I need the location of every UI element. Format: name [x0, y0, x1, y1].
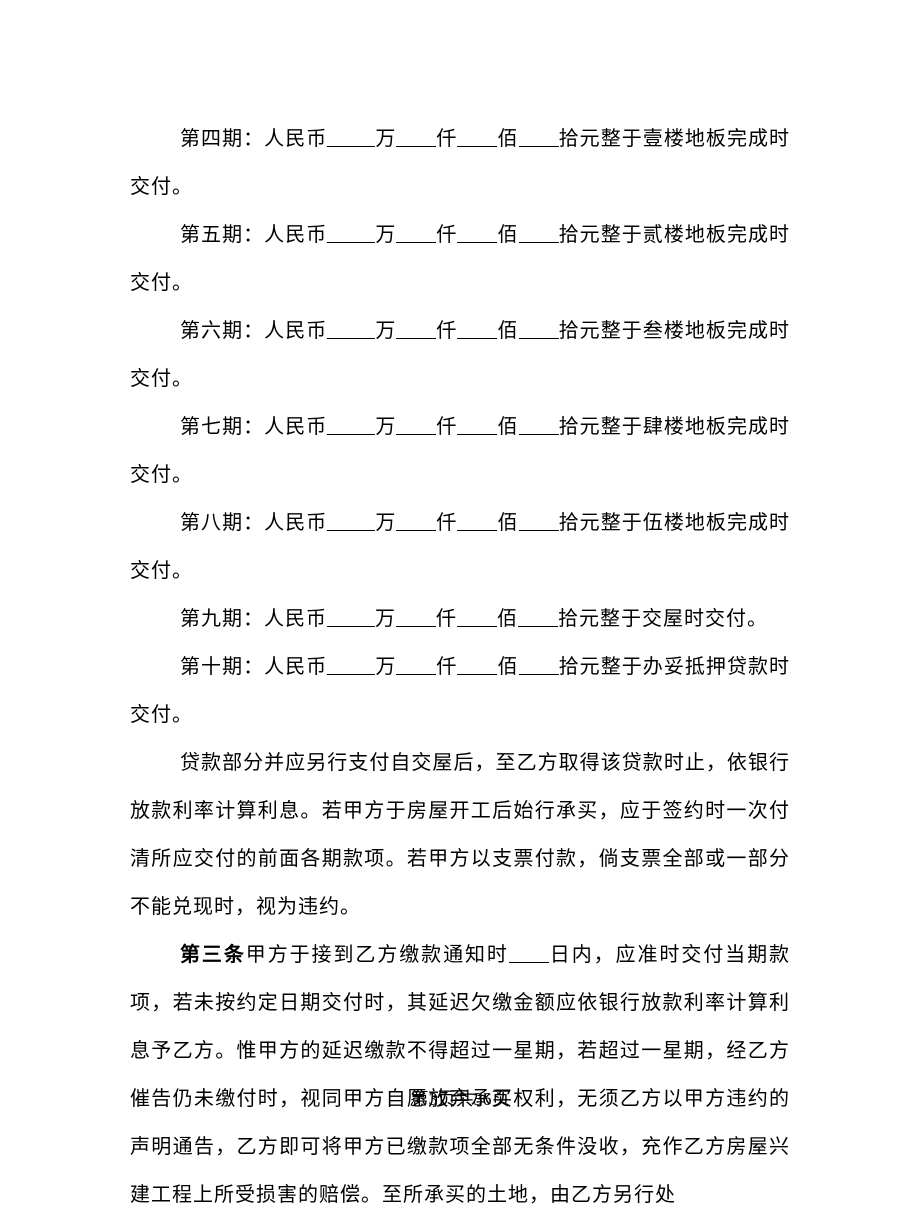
blank-wan	[327, 125, 375, 147]
unit-bai: 佰	[497, 320, 518, 342]
unit-qian: 仟	[436, 128, 457, 150]
unit-qian: 仟	[436, 608, 457, 630]
period-text: 第七期：人民币	[180, 416, 327, 438]
blank-qian	[396, 653, 436, 675]
payment-7: 第七期：人民币万仟佰拾元整于肆楼地板完成时交付。	[130, 403, 790, 499]
unit-qian: 仟	[436, 416, 457, 438]
unit-wan: 万	[375, 512, 396, 534]
blank-bai	[457, 653, 497, 675]
blank-qian	[396, 413, 436, 435]
unit-qian: 仟	[436, 320, 457, 342]
period-text: 第五期：人民币	[180, 224, 327, 246]
unit-wan: 万	[375, 224, 396, 246]
page-content: 第四期：人民币万仟佰拾元整于壹楼地板完成时交付。 第五期：人民币万仟佰拾元整于贰…	[0, 0, 920, 1219]
unit-bai: 佰	[497, 224, 518, 246]
page-footer: 第3页共36页	[0, 1085, 920, 1111]
blank-wan	[327, 653, 375, 675]
unit-wan: 万	[375, 320, 396, 342]
period-text: 第八期：人民币	[180, 512, 327, 534]
unit-wan: 万	[375, 608, 396, 630]
blank-wan	[327, 413, 375, 435]
blank-shi	[519, 317, 559, 339]
article-3: 第三条甲方于接到乙方缴款通知时日内，应准时交付当期款项，若未按约定日期交付时，其…	[130, 931, 790, 1219]
unit-qian: 仟	[436, 224, 457, 246]
blank-bai	[457, 317, 497, 339]
payment-6: 第六期：人民币万仟佰拾元整于叁楼地板完成时交付。	[130, 307, 790, 403]
blank-qian	[396, 221, 436, 243]
blank-wan	[327, 605, 375, 627]
blank-bai	[457, 509, 497, 531]
suffix-text: 拾元整于交屋时交付。	[558, 608, 768, 630]
blank-qian	[396, 509, 436, 531]
blank-bai	[457, 125, 497, 147]
blank-wan	[327, 317, 375, 339]
unit-wan: 万	[375, 416, 396, 438]
payment-5: 第五期：人民币万仟佰拾元整于贰楼地板完成时交付。	[130, 211, 790, 307]
blank-shi	[519, 509, 559, 531]
blank-shi	[518, 605, 558, 627]
article-3-part1: 甲方于接到乙方缴款通知时	[246, 944, 509, 966]
period-text: 第六期：人民币	[180, 320, 327, 342]
unit-bai: 佰	[497, 656, 518, 678]
blank-wan	[327, 509, 375, 531]
blank-wan	[327, 221, 375, 243]
unit-bai: 佰	[497, 416, 518, 438]
blank-days	[509, 941, 549, 963]
blank-shi	[519, 653, 559, 675]
unit-bai: 佰	[497, 608, 518, 630]
blank-qian	[396, 317, 436, 339]
payment-4: 第四期：人民币万仟佰拾元整于壹楼地板完成时交付。	[130, 115, 790, 211]
period-text: 第四期：人民币	[180, 128, 327, 150]
payment-9: 第九期：人民币 万 仟 佰 拾元整于交屋时交付。	[130, 595, 790, 643]
blank-bai	[457, 605, 497, 627]
unit-qian: 仟	[436, 512, 457, 534]
blank-qian	[396, 125, 436, 147]
unit-wan: 万	[375, 656, 396, 678]
article-3-part2: 日内，应准时交付当期款项，若未按约定日期交付时，其延迟欠缴金额应依银行放款利率计…	[130, 944, 790, 1206]
blank-shi	[519, 413, 559, 435]
loan-paragraph: 贷款部分并应另行支付自交屋后，至乙方取得该贷款时止，依银行放款利率计算利息。若甲…	[130, 739, 790, 931]
unit-bai: 佰	[497, 128, 518, 150]
blank-shi	[519, 125, 559, 147]
period-text: 第十期：人民币	[180, 656, 327, 678]
unit-bai: 佰	[497, 512, 518, 534]
period-text: 第九期：人民币	[180, 608, 327, 630]
blank-bai	[457, 413, 497, 435]
blank-shi	[519, 221, 559, 243]
article-3-title: 第三条	[180, 944, 246, 966]
blank-bai	[457, 221, 497, 243]
unit-qian: 仟	[436, 656, 457, 678]
unit-wan: 万	[375, 128, 396, 150]
payment-8: 第八期：人民币万仟佰拾元整于伍楼地板完成时交付。	[130, 499, 790, 595]
payment-10: 第十期：人民币万仟佰拾元整于办妥抵押贷款时交付。	[130, 643, 790, 739]
blank-qian	[396, 605, 436, 627]
